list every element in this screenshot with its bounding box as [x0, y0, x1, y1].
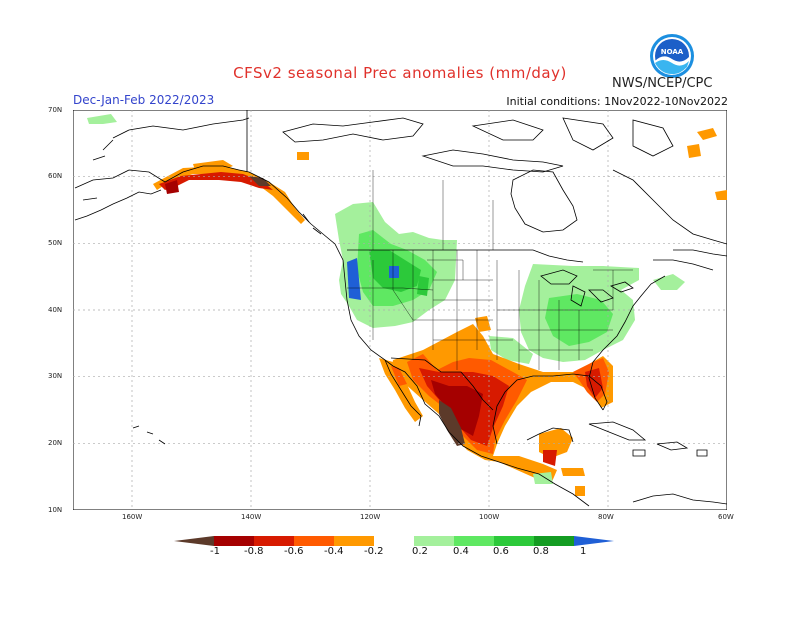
graticule — [73, 110, 727, 510]
lat-label: 40N — [48, 306, 63, 314]
colorbar-swatch — [454, 536, 494, 546]
colorbar-swatch — [414, 536, 454, 546]
agency-label: NWS/NCEP/CPC — [612, 76, 713, 91]
lon-label: 80W — [598, 513, 614, 521]
lat-label: 50N — [48, 239, 63, 247]
colorbar-swatch — [294, 536, 334, 546]
state-borders — [347, 170, 633, 370]
lon-label: 60W — [718, 513, 734, 521]
anomaly-shading — [87, 114, 727, 496]
colorbar-swatch — [214, 536, 254, 546]
lon-label: 140W — [241, 513, 262, 521]
colorbar-swatch — [374, 536, 414, 546]
lat-label: 60N — [48, 172, 63, 180]
colorbar-label: 0.6 — [493, 546, 509, 557]
initial-conditions-label: Initial conditions: 1Nov2022-10Nov2022 — [506, 95, 728, 108]
colorbar-end-low — [174, 536, 214, 546]
colorbar-end-high — [574, 536, 614, 546]
colorbar — [174, 536, 614, 546]
colorbar-label: 0.8 — [533, 546, 549, 557]
colorbar-label: -0.2 — [364, 546, 384, 557]
colorbar-label: -1 — [210, 546, 220, 557]
colorbar-swatch — [254, 536, 294, 546]
precipitation-anomaly-map — [73, 110, 727, 510]
noaa-logo: NOAA — [650, 34, 694, 78]
lat-label: 30N — [48, 372, 63, 380]
lat-label: 20N — [48, 439, 63, 447]
map-title: CFSv2 seasonal Prec anomalies (mm/day) — [233, 64, 567, 82]
lon-label: 120W — [360, 513, 381, 521]
lon-label: 160W — [122, 513, 143, 521]
lon-label: 100W — [479, 513, 500, 521]
lat-label: 10N — [48, 506, 63, 514]
colorbar-label: -0.6 — [284, 546, 304, 557]
logo-text: NOAA — [661, 48, 684, 56]
season-label: Dec-Jan-Feb 2022/2023 — [73, 93, 215, 107]
coastlines — [74, 110, 727, 507]
colorbar-swatch — [534, 536, 574, 546]
colorbar-swatch — [494, 536, 534, 546]
colorbar-swatch — [334, 536, 374, 546]
colorbar-label: -0.8 — [244, 546, 264, 557]
colorbar-label: -0.4 — [324, 546, 344, 557]
colorbar-label: 1 — [580, 546, 587, 557]
colorbar-label: 0.4 — [453, 546, 469, 557]
colorbar-label: 0.2 — [412, 546, 428, 557]
lat-label: 70N — [48, 106, 63, 114]
